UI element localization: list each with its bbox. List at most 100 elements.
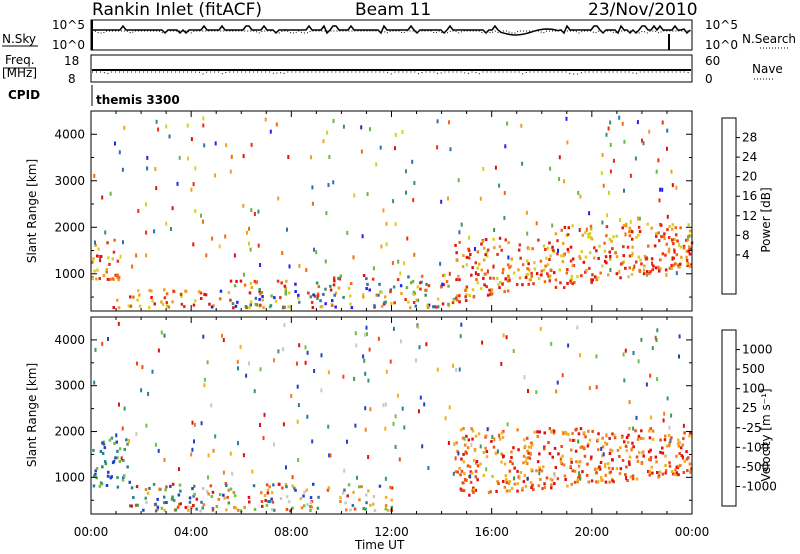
heatmap-cell	[113, 442, 116, 445]
heatmap-cell	[119, 460, 122, 463]
heatmap-cell	[358, 498, 361, 501]
heatmap-cell	[557, 477, 560, 480]
heatmap-cell	[593, 246, 596, 249]
heatmap-cell	[369, 127, 371, 131]
heatmap-cell	[376, 294, 379, 297]
heatmap-cell	[374, 509, 377, 512]
heatmap-cell	[269, 500, 272, 503]
heatmap-cell	[554, 447, 557, 450]
heatmap-cell	[346, 440, 348, 444]
heatmap-cell	[601, 437, 604, 440]
heatmap-cell	[460, 458, 463, 461]
heatmap-cell	[226, 496, 229, 499]
heatmap-cell	[566, 141, 568, 145]
heatmap-cell	[290, 394, 292, 398]
heatmap-cell	[131, 486, 134, 489]
heatmap-cell	[484, 253, 487, 256]
heatmap-cell	[563, 253, 565, 257]
heatmap-cell	[232, 306, 235, 309]
nsky-tick-bottom: 10^0	[52, 38, 85, 52]
x-tick-label: 20:00	[575, 525, 610, 539]
heatmap-cell	[466, 256, 469, 259]
heatmap-cell	[262, 306, 265, 309]
heatmap-cell	[497, 283, 500, 286]
heatmap-cell	[207, 475, 209, 479]
heatmap-cell	[652, 268, 655, 271]
heatmap-cell	[378, 337, 380, 341]
heatmap-cell	[375, 162, 377, 166]
heatmap-cell	[619, 218, 621, 222]
heatmap-cell	[334, 306, 337, 309]
heatmap-cell	[101, 196, 103, 200]
heatmap-cell	[427, 466, 429, 470]
heatmap-cell	[395, 414, 397, 418]
heatmap-cell	[600, 461, 603, 464]
heatmap-cell	[173, 499, 176, 502]
heatmap-cell	[281, 487, 284, 490]
heatmap-cell	[524, 474, 527, 477]
heatmap-cell	[191, 487, 194, 490]
heatmap-cell	[137, 289, 140, 292]
heatmap-cell	[572, 258, 575, 261]
heatmap-cell	[588, 481, 591, 484]
heatmap-cell	[505, 238, 508, 241]
heatmap-cell	[672, 257, 674, 261]
heatmap-cell	[483, 247, 486, 250]
heatmap-cell	[104, 446, 107, 449]
heatmap-cell	[582, 446, 585, 449]
heatmap-cell	[666, 228, 669, 231]
heatmap-cell	[584, 231, 587, 234]
heatmap-cell	[147, 492, 150, 495]
heatmap-cell	[498, 184, 500, 188]
heatmap-cell	[183, 305, 186, 308]
heatmap-cell	[583, 431, 586, 434]
heatmap-cell	[549, 279, 552, 282]
heatmap-cell	[229, 299, 232, 302]
heatmap-cell	[147, 392, 149, 396]
heatmap-cell	[277, 197, 279, 201]
heatmap-cell	[476, 460, 479, 463]
heatmap-cell	[310, 496, 313, 499]
heatmap-cell	[500, 362, 502, 366]
heatmap-cell	[598, 465, 601, 468]
heatmap-cell	[495, 166, 497, 170]
heatmap-cell	[261, 500, 264, 503]
heatmap-cell	[587, 445, 590, 448]
heatmap-cell	[549, 427, 552, 430]
heatmap-cell	[166, 301, 169, 304]
heatmap-cell	[506, 122, 508, 126]
heatmap-cell	[373, 266, 375, 270]
heatmap-cell	[555, 278, 558, 281]
heatmap-cell	[544, 431, 547, 434]
heatmap-cell	[671, 170, 673, 174]
heatmap-cell	[678, 355, 680, 359]
heatmap-cell	[667, 396, 669, 400]
heatmap-cell	[352, 504, 355, 507]
heatmap-cell	[550, 430, 552, 434]
heatmap-cell	[620, 467, 623, 470]
heatmap-cell	[104, 460, 107, 463]
heatmap-cell	[397, 278, 400, 281]
heatmap-cell	[190, 188, 192, 192]
heatmap-cell	[536, 430, 539, 433]
heatmap-cell	[136, 504, 139, 507]
heatmap-cell	[193, 493, 196, 496]
heatmap-cell	[413, 301, 416, 304]
heatmap-cell	[638, 451, 641, 454]
colorbar-tick-label: 500	[742, 362, 765, 376]
heatmap-cell	[639, 259, 642, 262]
heatmap-cell	[530, 468, 533, 471]
heatmap-cell	[365, 277, 368, 280]
nave-trace	[92, 72, 691, 74]
heatmap-cell	[597, 438, 600, 441]
heatmap-cell	[455, 278, 458, 281]
y-tick-label: 4000	[54, 127, 85, 141]
heatmap-cell	[96, 269, 99, 272]
heatmap-cell	[507, 275, 510, 278]
heatmap-cell	[462, 427, 465, 430]
heatmap-cell	[591, 479, 594, 482]
heatmap-cell	[499, 245, 502, 248]
station-title: Rankin Inlet (fitACF)	[92, 0, 262, 20]
heatmap-cell	[204, 378, 206, 382]
heatmap-cell	[298, 301, 301, 304]
